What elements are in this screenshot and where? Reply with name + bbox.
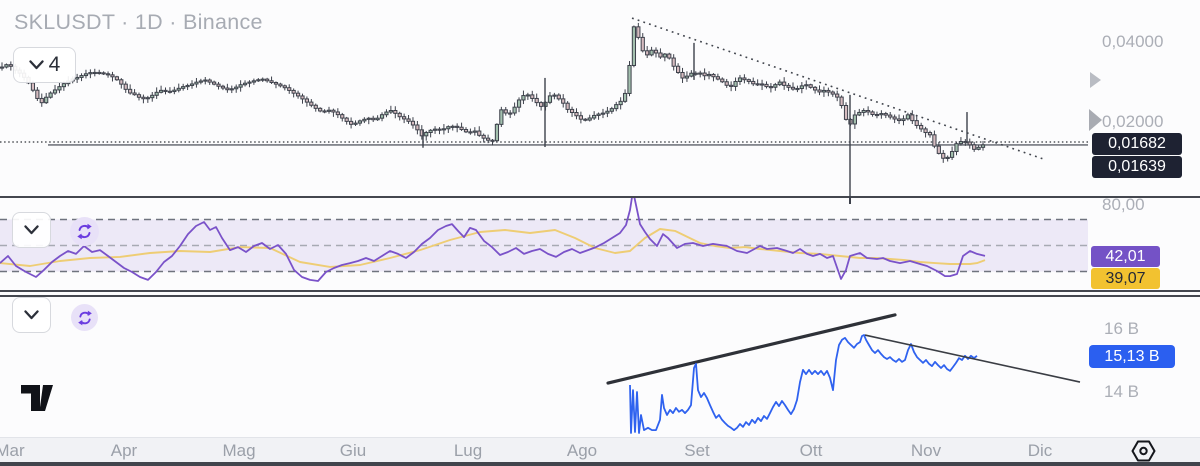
chevron-down-icon: [24, 225, 39, 235]
time-axis-label: Set: [684, 441, 710, 460]
tradingview-logo-icon: [21, 385, 53, 411]
volume-tick-label: 14 B: [1104, 382, 1139, 401]
time-axis-label: Mar: [0, 441, 25, 460]
volume-tick-label: 16 B: [1104, 319, 1139, 338]
price-tick-label: 0,04000: [1102, 32, 1164, 51]
gear-icon: [1131, 440, 1156, 462]
volume-collapse-button[interactable]: [12, 297, 51, 333]
volume-value-badge: 15,13 B: [1089, 345, 1175, 368]
rsi-chart-canvas[interactable]: [0, 198, 1088, 290]
scale-marker-arrow-icon[interactable]: [1090, 72, 1101, 88]
chevron-down-icon: [29, 60, 44, 70]
interval-count-label: 4: [48, 53, 61, 76]
time-axis-label: Lug: [453, 441, 483, 460]
rsi-collapse-button[interactable]: [12, 212, 51, 248]
price-tick-label: 0,02000: [1102, 112, 1164, 131]
bottom-border: [0, 462, 1200, 466]
last-price-badge: 0,01639: [1092, 156, 1182, 178]
symbol-title[interactable]: SKLUSDT · 1D · Binance: [14, 10, 263, 34]
chevron-down-icon: [24, 310, 39, 320]
time-axis-label: Giu: [339, 441, 367, 460]
rsi-refresh-button[interactable]: [70, 217, 99, 246]
rsi-tick-label: 80,00: [1102, 195, 1145, 214]
tradingview-logo[interactable]: [20, 384, 54, 412]
panel-separator[interactable]: [0, 295, 1200, 297]
long-wick-overflow: [849, 196, 851, 204]
settings-button[interactable]: [1130, 439, 1157, 463]
time-axis-label: Dic: [1027, 441, 1053, 460]
time-axis-label: Nov: [910, 441, 942, 460]
time-axis-label: Ott: [799, 441, 823, 460]
panel-separator[interactable]: [0, 290, 1200, 292]
rsi-ma-value-badge: 39,07: [1091, 268, 1160, 289]
price-level-badge: 0,01682: [1092, 133, 1182, 155]
interval-dropdown-button[interactable]: 4: [13, 47, 76, 83]
panel-separator[interactable]: [0, 196, 1200, 198]
time-axis-label: Ago: [566, 441, 598, 460]
price-chart-canvas[interactable]: [0, 0, 1088, 196]
time-axis-label: Mag: [222, 441, 256, 460]
rsi-value-badge: 42,01: [1091, 246, 1160, 267]
volume-refresh-button[interactable]: [71, 304, 98, 331]
time-axis-label: Apr: [110, 441, 138, 460]
scale-marker-arrow-icon[interactable]: [1089, 109, 1102, 131]
refresh-icon: [77, 310, 92, 325]
volume-chart-canvas[interactable]: [0, 297, 1088, 436]
time-axis[interactable]: [0, 437, 1200, 462]
refresh-icon: [77, 223, 92, 240]
